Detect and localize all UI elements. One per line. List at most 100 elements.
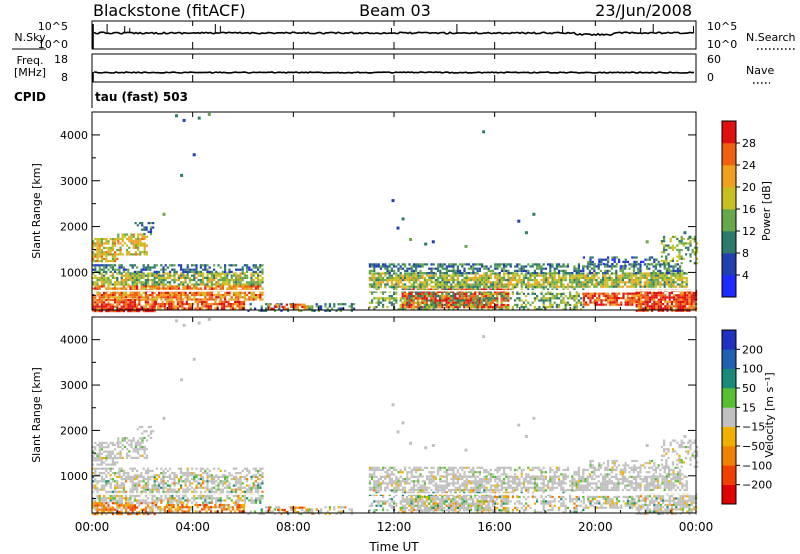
power-cell bbox=[122, 270, 125, 273]
power-cell bbox=[591, 297, 594, 300]
power-cell bbox=[151, 281, 154, 284]
power-cell bbox=[224, 281, 227, 284]
power-cell bbox=[243, 283, 246, 286]
power-cell bbox=[684, 305, 687, 308]
power-cell bbox=[432, 285, 435, 288]
power-cell bbox=[254, 283, 257, 286]
power-cell bbox=[619, 276, 622, 279]
power-cell bbox=[144, 274, 147, 277]
power-cell bbox=[646, 294, 649, 297]
power-cell bbox=[470, 303, 473, 306]
power-cell bbox=[653, 305, 656, 308]
power-cell bbox=[182, 294, 185, 297]
power-cell bbox=[533, 283, 536, 286]
power-cell bbox=[654, 279, 657, 282]
power-cell bbox=[103, 253, 106, 256]
power-cell bbox=[661, 274, 664, 277]
power-cell bbox=[615, 274, 618, 277]
power-cell bbox=[558, 285, 561, 288]
power-cell bbox=[118, 270, 121, 273]
velocity-cell bbox=[142, 510, 145, 513]
velocity-cell bbox=[219, 499, 222, 502]
power-cell bbox=[105, 303, 108, 306]
power-cell bbox=[94, 307, 97, 310]
velocity-cell bbox=[118, 501, 121, 504]
power-cell bbox=[428, 272, 431, 275]
velocity-cell bbox=[116, 490, 119, 493]
power-cell bbox=[445, 292, 448, 295]
power-cell bbox=[395, 299, 398, 302]
power-cell bbox=[503, 272, 506, 275]
power-cell bbox=[474, 288, 477, 291]
power-colorbar-swatch bbox=[722, 253, 736, 276]
power-cell bbox=[98, 253, 101, 256]
power-cell bbox=[160, 276, 163, 279]
velocity-cell bbox=[136, 478, 139, 481]
power-cell bbox=[117, 240, 120, 243]
power-cell bbox=[96, 301, 99, 304]
velocity-cell bbox=[114, 497, 117, 500]
power-cell bbox=[503, 269, 506, 272]
power-cell bbox=[481, 308, 484, 311]
power-cell bbox=[593, 272, 596, 275]
power-cell bbox=[434, 306, 437, 309]
power-cell bbox=[401, 301, 404, 304]
power-cell bbox=[481, 274, 484, 277]
power-cell bbox=[235, 287, 238, 290]
power-cell bbox=[494, 285, 497, 288]
power-cell bbox=[441, 290, 444, 293]
power-cell bbox=[320, 307, 323, 310]
power-cell bbox=[260, 309, 263, 312]
power-cell bbox=[238, 307, 241, 310]
power-cell bbox=[111, 287, 114, 290]
power-cell bbox=[492, 286, 495, 289]
power-cell bbox=[478, 276, 481, 279]
power-cell bbox=[613, 285, 616, 288]
power-cell bbox=[538, 267, 541, 270]
power-cell bbox=[690, 300, 693, 303]
power-cell bbox=[648, 305, 651, 308]
power-cell bbox=[100, 283, 103, 286]
power-cell bbox=[428, 299, 431, 302]
power-cell bbox=[221, 296, 224, 299]
power-cell bbox=[620, 301, 623, 304]
power-cell bbox=[500, 288, 503, 291]
power-cell bbox=[423, 279, 426, 282]
power-cell bbox=[427, 290, 431, 293]
power-cell bbox=[386, 281, 389, 284]
power-cell bbox=[114, 257, 117, 260]
power-cell bbox=[204, 298, 207, 301]
power-cell bbox=[573, 274, 576, 277]
power-cell bbox=[228, 291, 231, 294]
power-cell bbox=[250, 279, 253, 282]
velocity-cell bbox=[164, 497, 167, 500]
power-cell bbox=[441, 306, 444, 309]
power-cell bbox=[259, 266, 262, 269]
power-cell bbox=[549, 290, 552, 293]
power-cell bbox=[382, 281, 385, 284]
power-cell bbox=[463, 306, 466, 309]
power-cell bbox=[107, 268, 110, 271]
velocity-cell bbox=[185, 510, 188, 513]
power-cell bbox=[350, 305, 353, 308]
power-cell bbox=[465, 303, 468, 306]
velocity-cell bbox=[221, 488, 224, 491]
power-cell bbox=[144, 294, 147, 297]
power-cell bbox=[494, 274, 497, 277]
power-cell bbox=[591, 267, 594, 270]
power-cell bbox=[226, 291, 229, 294]
power-cell bbox=[582, 294, 585, 297]
power-cell bbox=[210, 296, 213, 299]
power-cell bbox=[111, 246, 114, 249]
velocity-cell bbox=[215, 497, 218, 500]
velocity-cell bbox=[109, 486, 112, 489]
power-cell bbox=[666, 296, 669, 299]
power-cell bbox=[257, 281, 260, 284]
power-cell bbox=[622, 292, 625, 295]
velocity-cell bbox=[230, 490, 233, 493]
power-cell bbox=[467, 297, 470, 300]
power-cell bbox=[621, 276, 624, 279]
power-cell bbox=[114, 264, 117, 267]
power-cell bbox=[252, 264, 255, 267]
